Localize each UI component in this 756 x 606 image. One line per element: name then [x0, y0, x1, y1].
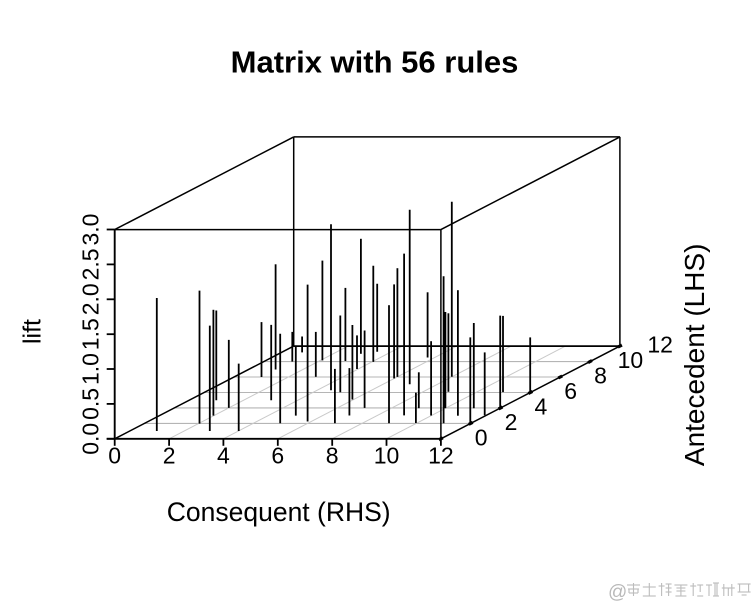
svg-text:0: 0 [475, 424, 488, 450]
svg-text:0.0: 0.0 [78, 423, 104, 455]
svg-text:2: 2 [505, 409, 518, 435]
svg-text:0: 0 [108, 443, 121, 469]
svg-text:lift: lift [19, 319, 47, 344]
svg-text:1.5: 1.5 [78, 318, 104, 350]
svg-text:Consequent (RHS): Consequent (RHS) [167, 497, 391, 527]
svg-text:12: 12 [647, 332, 673, 358]
svg-text:10: 10 [618, 347, 644, 373]
svg-text:@: @ [608, 582, 627, 603]
svg-text:6: 6 [271, 443, 284, 469]
svg-text:0.5: 0.5 [78, 388, 104, 420]
svg-text:2.0: 2.0 [78, 283, 104, 315]
svg-text:1.0: 1.0 [78, 353, 104, 385]
svg-text:8: 8 [594, 363, 607, 389]
svg-text:12: 12 [428, 443, 454, 469]
svg-text:2.5: 2.5 [78, 248, 104, 280]
svg-text:Antecedent (LHS): Antecedent (LHS) [679, 244, 710, 467]
svg-text:6: 6 [564, 378, 577, 404]
svg-text:4: 4 [535, 393, 548, 419]
svg-text:Matrix with 56 rules: Matrix with 56 rules [231, 45, 519, 80]
svg-text:8: 8 [326, 443, 339, 469]
svg-text:10: 10 [374, 443, 400, 469]
svg-text:3.0: 3.0 [78, 214, 104, 246]
svg-text:2: 2 [163, 443, 176, 469]
svg-text:4: 4 [217, 443, 230, 469]
